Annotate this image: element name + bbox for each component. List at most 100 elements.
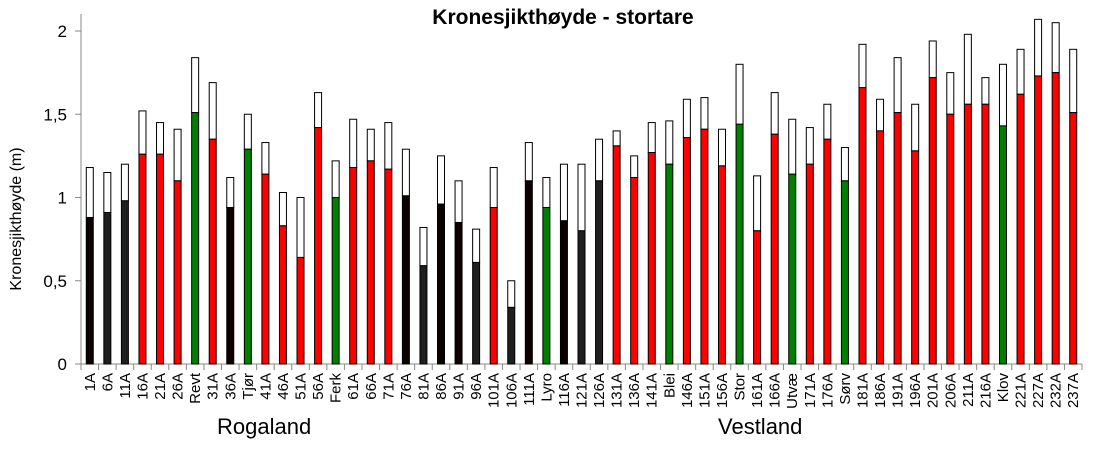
x-tick-label: 66A: [363, 373, 380, 400]
x-tick-label: 106A: [503, 373, 520, 408]
x-tick-label: 101A: [486, 373, 503, 408]
x-tick-label: Revt: [187, 372, 204, 404]
bar-lower-232A: [1051, 72, 1060, 365]
bar-lower-237A: [1069, 112, 1078, 365]
bar-upper-151A: [700, 97, 709, 130]
x-tick-label: 131A: [609, 373, 626, 408]
bar-lower-1A: [85, 216, 94, 365]
x-tick-label: 86A: [433, 373, 450, 400]
bar-lower-Lyro: [542, 206, 551, 365]
bar-lower-Stor: [735, 123, 744, 365]
group-label-vestland: Vestland: [718, 414, 803, 439]
bar-upper-51A: [296, 197, 305, 258]
bar-lower-131A: [612, 145, 621, 365]
bar-upper-66A: [366, 128, 375, 162]
x-tick-label: 141A: [644, 373, 661, 408]
x-tick-label: 46A: [275, 373, 292, 400]
x-tick-label: 237A: [1065, 373, 1082, 408]
bar-upper-156A: [717, 128, 726, 167]
x-tick-label: 81A: [415, 373, 432, 400]
bar-lower-201A: [928, 77, 937, 365]
bar-lower-21A: [156, 153, 165, 365]
bar-upper-Utvæ: [788, 118, 797, 175]
bar-upper-221A: [1016, 48, 1025, 95]
x-tick-label: 221A: [1013, 373, 1030, 408]
bar-lower-6A: [103, 211, 112, 365]
x-tick-label: Ferk: [328, 373, 345, 404]
y-tick-label: 2: [58, 22, 67, 41]
bar-lower-31A: [208, 138, 217, 365]
bar-lower-146A: [682, 137, 691, 365]
bar-upper-Blei: [665, 120, 674, 165]
bar-lower-121A: [577, 230, 586, 365]
x-tick-label: 211A: [960, 373, 977, 407]
x-tick-label: 201A: [925, 373, 942, 408]
x-tick-label: 121A: [574, 373, 591, 408]
bar-upper-76A: [401, 148, 410, 197]
x-tick-label: 161A: [749, 373, 766, 408]
y-axis-label: Kronesjikthøyde (m): [8, 147, 25, 291]
bar-upper-196A: [911, 103, 920, 152]
bar-lower-Revt: [191, 112, 200, 365]
bar-lower-Blei: [665, 163, 674, 365]
bar-upper-31A: [208, 82, 217, 140]
group-label-rogaland: Rogaland: [217, 414, 312, 439]
x-tick-label: 196A: [907, 373, 924, 408]
bar-upper-216A: [981, 77, 990, 105]
bar-upper-176A: [823, 103, 832, 140]
bar-lower-171A: [805, 163, 814, 365]
x-tick-label: 96A: [468, 373, 485, 400]
bar-upper-Lyro: [542, 177, 551, 208]
bar-upper-201A: [928, 40, 937, 79]
bar-upper-6A: [103, 172, 112, 213]
bar-upper-81A: [419, 226, 428, 267]
x-tick-label: 76A: [398, 373, 415, 400]
bar-lower-206A: [946, 113, 955, 365]
bar-upper-41A: [261, 142, 270, 175]
bar-lower-211A: [963, 103, 972, 365]
bar-upper-96A: [472, 228, 481, 263]
bar-upper-141A: [647, 122, 656, 154]
bar-upper-71A: [384, 122, 393, 170]
bar-upper-26A: [173, 128, 182, 182]
y-tick-label: 0,5: [43, 272, 67, 291]
bar-upper-101A: [489, 167, 498, 208]
bar-upper-116A: [559, 163, 568, 222]
bar-lower-151A: [700, 128, 709, 365]
y-tick-label: 1,5: [43, 105, 67, 124]
y-tick-label: 0: [58, 355, 67, 374]
bar-lower-Sørv: [840, 180, 849, 365]
x-tick-label: 41A: [257, 373, 274, 400]
x-tick-label: 71A: [380, 373, 397, 400]
x-tick-label: 111A: [521, 373, 538, 406]
x-tick-label: 186A: [872, 373, 889, 408]
bar-upper-46A: [278, 192, 287, 227]
bar-upper-111A: [524, 142, 533, 182]
x-tick-label: 206A: [942, 373, 959, 408]
bar-upper-232A: [1051, 22, 1060, 74]
y-tick-label: 1: [58, 189, 67, 208]
bar-lower-216A: [981, 103, 990, 365]
bar-lower-71A: [384, 168, 393, 365]
bar-lower-141A: [647, 152, 656, 365]
x-tick-label: 56A: [310, 373, 327, 400]
bar-lower-126A: [595, 180, 604, 365]
bar-lower-191A: [893, 112, 902, 365]
bar-upper-186A: [876, 98, 885, 132]
x-tick-label: 227A: [1030, 373, 1047, 408]
bar-upper-161A: [753, 175, 762, 232]
bar-lower-96A: [472, 261, 481, 365]
bar-upper-21A: [156, 122, 165, 155]
bar-lower-161A: [753, 230, 762, 365]
x-tick-label: 11A: [117, 373, 134, 399]
bar-upper-211A: [963, 33, 972, 105]
bar-upper-206A: [946, 72, 955, 115]
bar-lower-66A: [366, 160, 375, 365]
x-tick-label: Lyro: [538, 373, 555, 402]
bar-upper-121A: [577, 163, 586, 232]
bar-lower-181A: [858, 87, 867, 365]
bar-lower-221A: [1016, 93, 1025, 365]
bar-lower-227A: [1034, 75, 1043, 365]
x-tick-label: Klov: [995, 373, 1012, 403]
